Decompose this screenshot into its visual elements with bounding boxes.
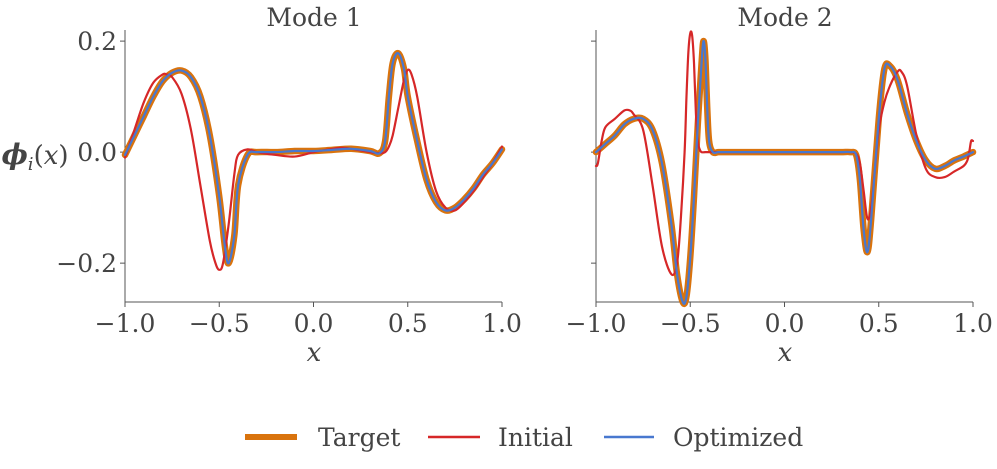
series-line-initial — [123, 68, 504, 271]
x-tick-label: 1.0 — [953, 309, 993, 338]
y-tick-label: 0.0 — [77, 138, 117, 167]
x-tick-label: 0.0 — [765, 309, 805, 338]
mode-2-x-ticks: −1.0 −0.5 0.0 0.5 1.0 — [566, 302, 993, 338]
series-line-target — [592, 37, 977, 308]
legend-label-initial: Initial — [498, 423, 573, 452]
mode-1-y-ticks: 0.2 0.0 −0.2 — [56, 27, 125, 278]
x-tick-label: 0.5 — [388, 309, 428, 338]
mode-2-title: Mode 2 — [737, 3, 832, 32]
mode-1-curves — [121, 49, 506, 271]
y-tick-label: −0.2 — [56, 249, 117, 278]
series-line-optimized — [594, 39, 975, 305]
x-tick-label: 1.0 — [482, 309, 522, 338]
x-tick-label: −0.5 — [189, 309, 250, 338]
mode-2-x-label: x — [778, 338, 793, 368]
x-tick-label: 0.5 — [859, 309, 899, 338]
legend-label-target: Target — [318, 423, 400, 452]
mode-1-panel: Mode 1 ϕi(x) −1.0 −0.5 0.0 0.5 1.0 0.2 0.0 −0.… — [1, 3, 521, 368]
legend: Target Initial Optimized — [245, 423, 803, 452]
x-tick-label: 0.0 — [294, 309, 334, 338]
series-line-target — [121, 49, 506, 267]
mode-1-title: Mode 1 — [266, 3, 361, 32]
series-line-optimized — [123, 52, 504, 265]
mode-1-x-label: x — [307, 338, 322, 368]
legend-label-optimized: Optimized — [673, 423, 803, 452]
x-tick-label: −1.0 — [95, 309, 156, 338]
mode-2-curves — [592, 30, 977, 308]
mode-1-x-ticks: −1.0 −0.5 0.0 0.5 1.0 — [95, 302, 522, 338]
x-tick-label: −0.5 — [660, 309, 721, 338]
y-tick-label: 0.2 — [77, 27, 117, 56]
mode-2-panel: Mode 2 −1.0 −0.5 0.0 0.5 1.0 x — [566, 3, 993, 368]
y-axis-label: ϕi(x) — [1, 138, 68, 175]
x-tick-label: −1.0 — [566, 309, 627, 338]
